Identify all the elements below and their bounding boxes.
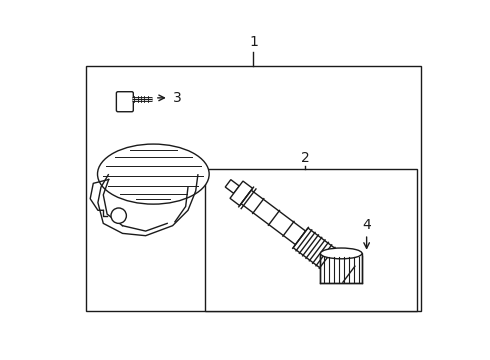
Polygon shape [230, 181, 253, 206]
Polygon shape [241, 190, 306, 245]
Polygon shape [225, 180, 239, 193]
Text: 3: 3 [172, 91, 181, 105]
Circle shape [111, 208, 126, 223]
FancyBboxPatch shape [117, 92, 133, 112]
Polygon shape [321, 250, 355, 282]
Bar [86, 66, 420, 311]
Bar [320, 253, 362, 283]
Ellipse shape [98, 144, 209, 204]
Polygon shape [293, 228, 335, 268]
Text: 1: 1 [249, 35, 258, 49]
Ellipse shape [320, 248, 362, 259]
Text: 4: 4 [362, 218, 371, 232]
Bar [205, 169, 416, 311]
Text: 2: 2 [301, 151, 309, 165]
